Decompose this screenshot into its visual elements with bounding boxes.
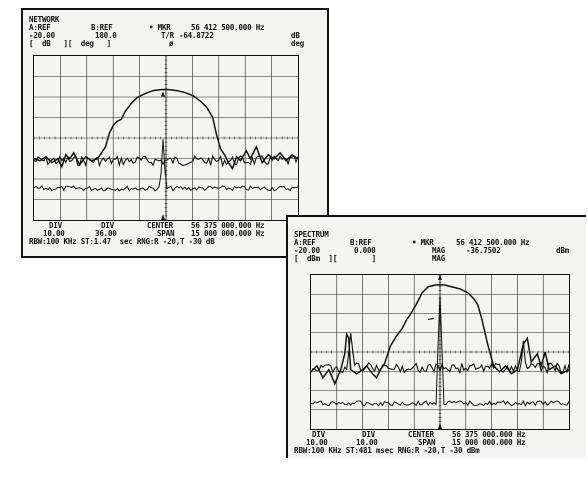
network-div-b-value: 36.00 — [95, 229, 117, 238]
spectrum-response-trace — [310, 333, 570, 375]
spectrum-marker-icon — [438, 275, 442, 280]
spectrum-center-marker-icon — [438, 423, 442, 429]
network-phase-trace — [33, 154, 299, 168]
spectrum-div-b-value: 10.00 — [356, 438, 378, 447]
network-status-line: RBW:100 KHz ST:1.47 sec RNG:R -20,T -30 … — [29, 237, 215, 246]
network-marker-icon — [161, 91, 166, 97]
network-tr-value: -64.8722 — [179, 31, 214, 40]
network-div-a-value: 10.00 — [43, 229, 65, 238]
spectrum-div-a-label: DIV — [312, 430, 325, 439]
network-marker-label: • MKR — [149, 23, 171, 32]
spectrum-span-value: 15 000 000.000 Hz — [452, 438, 526, 447]
network-div-b-label: DIV — [101, 221, 114, 230]
network-a-ref-value: -20.00 — [29, 31, 55, 40]
spectrum-mag-value: -36.7502 — [466, 246, 501, 255]
spectrum-footer: DIV DIV CENTER 56 375 000.000 Hz 10.00 1… — [294, 431, 584, 455]
spectrum-div-b-label: DIV — [362, 430, 375, 439]
network-unit-row: [ dB ][ deg ] — [29, 39, 111, 48]
network-phase-symbol: ø — [169, 39, 174, 48]
network-unit-right: deg — [291, 39, 304, 48]
network-span-label: SPAN — [157, 229, 175, 238]
spectrum-b-ref-label: B:REF — [350, 238, 372, 247]
spectrum-analyzer-screen: SPECTRUM A:REF B:REF • MKR 56 412 500.00… — [286, 215, 586, 458]
spectrum-header: SPECTRUM A:REF B:REF • MKR 56 412 500.00… — [294, 231, 582, 263]
spectrum-unit-row: [ dBm ][ ] — [294, 254, 376, 263]
network-tr-unit: dB — [291, 31, 300, 40]
network-marker-value: 56 412 500.000 Hz — [191, 23, 265, 32]
spectrum-span-label: SPAN — [418, 438, 436, 447]
network-a-ref-label: A:REF — [29, 23, 51, 32]
spectrum-trace-plot — [310, 274, 570, 430]
spectrum-marker-value: 56 412 500.000 Hz — [456, 238, 530, 247]
spectrum-graticule — [310, 274, 570, 430]
network-tr-label: T/R — [161, 31, 174, 40]
spectrum-lower-trace — [310, 294, 570, 407]
spectrum-marker-dash — [427, 317, 435, 321]
spectrum-magnitude-trace — [310, 284, 570, 386]
network-title: NETWORK — [29, 15, 60, 24]
spectrum-b-ref-value: 0.000 — [354, 246, 376, 255]
spectrum-center-value: 56 375 000.000 Hz — [452, 430, 526, 439]
network-trace-plot — [33, 55, 299, 221]
spectrum-mag-unit: dBm — [556, 246, 569, 255]
network-span-value: 15 000 000.000 Hz — [191, 229, 265, 238]
spectrum-marker-label: • MKR — [412, 238, 434, 247]
network-b-ref-value: 180.0 — [95, 31, 117, 40]
spectrum-title: SPECTRUM — [294, 230, 329, 239]
network-lower-trace — [33, 139, 299, 192]
network-center-label: CENTER — [147, 221, 173, 230]
network-analyzer-screen: NETWORK A:REF B:REF • MKR 56 412 500.000… — [21, 8, 329, 258]
spectrum-a-ref-value: -20.00 — [294, 246, 320, 255]
spectrum-status-line: RBW:100 KHz ST:481 msec RNG:R -20,T -30 … — [294, 446, 480, 455]
network-magnitude-trace — [33, 88, 299, 171]
network-header: NETWORK A:REF B:REF • MKR 56 412 500.000… — [29, 16, 323, 48]
spectrum-unit-mag: MAG — [432, 254, 445, 263]
network-center-value: 56 375 000.000 Hz — [191, 221, 265, 230]
spectrum-a-ref-label: A:REF — [294, 238, 316, 247]
network-b-ref-label: B:REF — [91, 23, 113, 32]
network-graticule — [33, 55, 299, 221]
network-center-marker-icon — [161, 214, 166, 220]
network-footer: DIV DIV CENTER 56 375 000.000 Hz 10.00 3… — [29, 222, 325, 246]
spectrum-div-a-value: 10.00 — [306, 438, 328, 447]
spectrum-center-label: CENTER — [408, 430, 434, 439]
spectrum-mag-label: MAG — [432, 246, 445, 255]
network-div-a-label: DIV — [49, 221, 62, 230]
